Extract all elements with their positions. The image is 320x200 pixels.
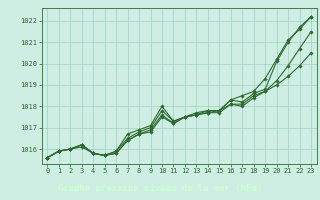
- Text: Graphe pression niveau de la mer (hPa): Graphe pression niveau de la mer (hPa): [58, 184, 262, 193]
